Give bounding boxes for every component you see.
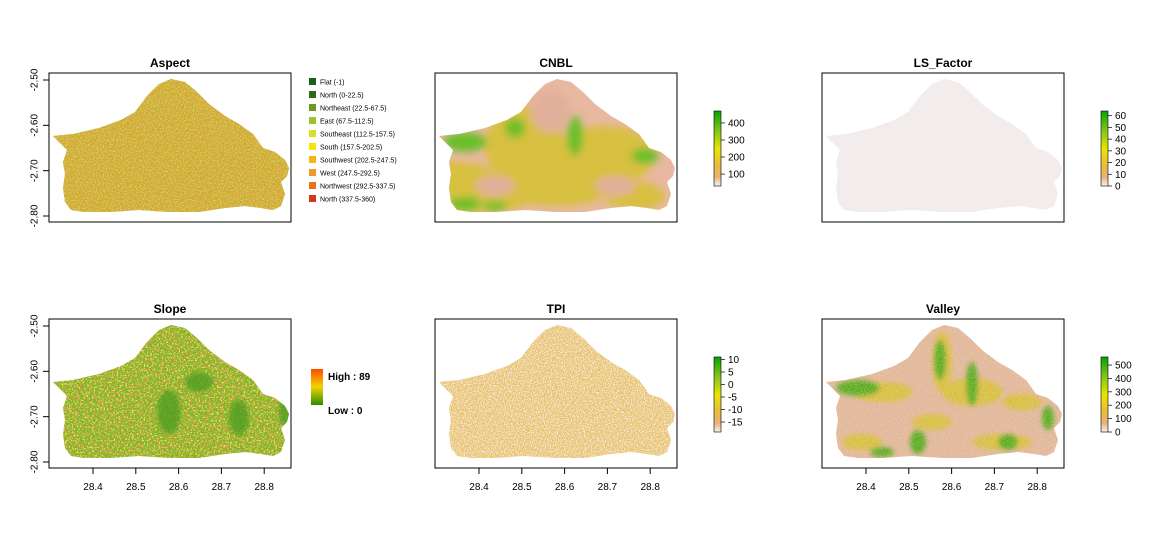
panel-cnbl: CNBL 400 300 200 100	[434, 56, 745, 223]
colorbar-label: 100	[1115, 414, 1132, 425]
panel-tpi: TPI 28.4 28.5 28.6 28.7 28.8 10 50 -5-10 -15	[434, 302, 743, 493]
panel-valley: Valley 28.4 28.5 28.6 28.7 28.8 500 400 300 200 10…	[821, 302, 1132, 493]
plot-frame	[434, 72, 678, 223]
x-tick-label: 28.8	[254, 482, 274, 493]
panel-title: Valley	[926, 302, 960, 316]
legend-label: West (247.5-292.5)	[320, 171, 380, 178]
legend-label: Southwest (202.5-247.5)	[320, 158, 397, 165]
y-tick-label: -2.70	[30, 159, 41, 182]
legend-swatch	[309, 182, 316, 189]
colorbar-label: 200	[1115, 401, 1132, 412]
colorbar	[1100, 110, 1109, 187]
legend-swatch	[309, 91, 316, 98]
legend-label: Northeast (22.5-67.5)	[320, 106, 387, 113]
x-tick-label: 28.8	[1027, 482, 1047, 493]
plot-frame	[821, 318, 1065, 469]
colorbar-label: 0	[728, 380, 734, 391]
colorbar-label: 400	[728, 118, 745, 129]
legend-swatch	[309, 78, 316, 85]
x-tick-label: 28.7	[212, 482, 232, 493]
colorbar-label: 40	[1115, 135, 1127, 146]
x-tick-label: 28.4	[83, 482, 103, 493]
colorbar-label: 100	[728, 170, 745, 181]
x-tick-label: 28.4	[856, 482, 876, 493]
x-tick-label: 28.7	[598, 482, 618, 493]
y-tick-label: -2.80	[30, 204, 41, 227]
plot-frame	[821, 72, 1065, 223]
panel-title: Aspect	[150, 56, 190, 70]
raster-map	[53, 325, 289, 458]
colorbar-label: 10	[728, 355, 740, 366]
colorbar-label: 10	[1115, 170, 1127, 181]
colorbar	[713, 110, 722, 187]
y-tick-label: -2.60	[30, 114, 41, 137]
x-tick-label: 28.8	[640, 482, 660, 493]
legend-swatch	[309, 117, 316, 124]
colorbar-label: 60	[1115, 111, 1127, 122]
panel-slope: Slope -2.50 -2.60 -2.70 -2.80 28.4 28.5 28.6 28.…	[30, 302, 371, 493]
raster-map	[439, 79, 675, 212]
colorbar-label: 300	[1115, 387, 1132, 398]
x-tick-label: 28.6	[555, 482, 575, 493]
legend-low-label: Low : 0	[328, 406, 363, 417]
panel-title: Slope	[154, 302, 187, 316]
legend-label: Northwest (292.5-337.5)	[320, 184, 395, 191]
colorbar-label: 500	[1115, 361, 1132, 372]
colorbar-label: 0	[1115, 428, 1121, 439]
panel-title: LS_Factor	[914, 56, 973, 70]
x-tick-label: 28.5	[512, 482, 532, 493]
legend-swatch	[309, 156, 316, 163]
raster-map	[826, 79, 1062, 212]
legend-swatch	[309, 143, 316, 150]
legend-label: North (337.5-360)	[320, 197, 375, 204]
plot-frame	[48, 72, 292, 223]
plot-frame	[48, 318, 292, 469]
colorbar-label: 20	[1115, 158, 1127, 169]
y-tick-label: -2.50	[30, 68, 41, 91]
colorbar-label: -5	[728, 393, 737, 404]
legend-label: Southeast (112.5-157.5)	[320, 132, 395, 139]
y-tick-label: -2.60	[30, 360, 41, 383]
raster-map	[826, 325, 1062, 458]
legend-swatch	[309, 195, 316, 202]
legend-high-label: High : 89	[328, 372, 371, 383]
x-tick-label: 28.4	[469, 482, 489, 493]
colorbar-label: 300	[728, 135, 745, 146]
legend-swatch	[309, 104, 316, 111]
colorbar-label: 400	[1115, 374, 1132, 385]
legend-label: Flat (-1)	[320, 80, 345, 87]
y-tick-label: -2.70	[30, 405, 41, 428]
legend-label: East (67.5-112.5)	[320, 119, 374, 126]
raster-map	[439, 325, 675, 458]
colorbar-label: -10	[728, 405, 743, 416]
colorbar-label: 0	[1115, 182, 1121, 193]
colorbar	[713, 356, 722, 433]
legend-label: South (157.5-202.5)	[320, 145, 382, 152]
x-tick-label: 28.5	[899, 482, 919, 493]
colorbar-label: 50	[1115, 123, 1127, 134]
y-tick-label: -2.50	[30, 314, 41, 337]
colorbar-label: 30	[1115, 146, 1127, 157]
panel-title: TPI	[547, 302, 566, 316]
x-tick-label: 28.6	[942, 482, 962, 493]
colorbar-label: 200	[728, 153, 745, 164]
legend-swatch	[309, 169, 316, 176]
x-tick-label: 28.6	[169, 482, 189, 493]
plot-frame	[434, 318, 678, 469]
colorbar-label: -15	[728, 418, 743, 429]
slope-legend-bar	[311, 369, 323, 405]
y-tick-label: -2.80	[30, 450, 41, 473]
panel-aspect: Aspect -2.50 -2.60 -2.70 -2.80 Flat (-1) North…	[30, 56, 397, 227]
raster-map	[53, 79, 289, 212]
legend-label: North (0-22.5)	[320, 93, 364, 100]
panel-title: CNBL	[539, 56, 572, 70]
legend-swatch	[309, 130, 316, 137]
colorbar-label: 5	[728, 368, 734, 379]
x-tick-label: 28.5	[126, 482, 146, 493]
x-tick-label: 28.7	[985, 482, 1005, 493]
colorbar	[1100, 356, 1109, 433]
